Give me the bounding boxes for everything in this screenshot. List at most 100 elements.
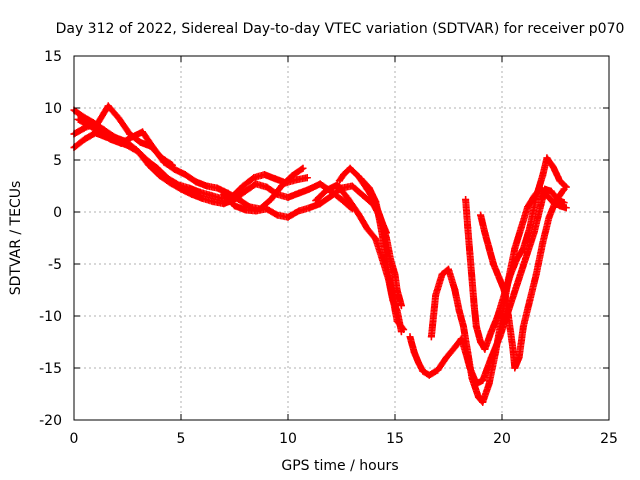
data-point [192, 178, 200, 186]
data-point [515, 354, 523, 362]
data-point [181, 171, 189, 179]
data-point [485, 380, 493, 388]
data-point [524, 203, 532, 211]
data-point [519, 244, 527, 252]
data-point [136, 138, 144, 146]
data-point [492, 348, 500, 356]
data-point [485, 244, 493, 252]
y-tick-label: 0 [53, 205, 62, 221]
data-point [213, 184, 221, 192]
data-point [556, 177, 564, 185]
data-point [346, 164, 354, 172]
data-point [415, 359, 423, 367]
data-point [477, 338, 485, 346]
data-point [348, 182, 356, 190]
y-tick-label: 10 [44, 101, 62, 117]
data-point [126, 130, 134, 138]
data-point [117, 139, 125, 147]
data-point [299, 164, 307, 172]
data-point [481, 229, 489, 237]
y-tick-label: -20 [39, 413, 62, 429]
data-point [147, 142, 155, 150]
y-tick-label: -15 [39, 361, 62, 377]
data-point [263, 183, 271, 191]
data-point [462, 196, 470, 204]
x-tick-label: 15 [386, 431, 404, 447]
data-point [305, 204, 313, 212]
data-point [464, 348, 472, 356]
x-axis-label: GPS time / hours [281, 458, 398, 474]
data-point [400, 326, 408, 334]
data-point [338, 196, 345, 204]
x-tick-label: 0 [70, 431, 79, 447]
data-point [562, 204, 570, 212]
data-point [406, 333, 414, 341]
data-point [500, 286, 508, 294]
data-point [539, 239, 547, 247]
data-point [459, 322, 467, 330]
data-point [385, 268, 393, 276]
data-point [468, 374, 476, 382]
data-point [556, 202, 564, 210]
data-point [104, 102, 112, 110]
data-point [203, 182, 211, 190]
data-point [340, 171, 348, 179]
data-point [479, 376, 487, 384]
data-point [504, 312, 512, 320]
data-point [271, 175, 279, 183]
data-point [537, 203, 545, 211]
data-point [284, 193, 292, 201]
data-point [186, 184, 194, 192]
data-point [389, 294, 397, 302]
data-point [547, 187, 555, 195]
data-point [359, 191, 367, 199]
data-point [335, 177, 343, 185]
data-point [479, 398, 487, 406]
y-tick-label: 5 [53, 153, 62, 169]
data-point [263, 205, 271, 213]
data-point [267, 196, 275, 204]
data-point [241, 206, 249, 214]
chart-title: Day 312 of 2022, Sidereal Day-to-day VTE… [56, 21, 625, 37]
data-point [391, 270, 399, 278]
series-sat-l [477, 185, 568, 372]
data-point [175, 181, 183, 189]
data-point [532, 192, 540, 200]
data-point [545, 213, 553, 221]
data-point [513, 281, 521, 289]
data-point [477, 211, 485, 219]
data-point [507, 270, 515, 278]
data-point [363, 225, 371, 233]
data-point [393, 317, 401, 325]
data-point [526, 296, 534, 304]
data-point [278, 182, 286, 190]
data-point [513, 255, 521, 263]
data-point [560, 185, 568, 193]
data-point [250, 174, 258, 182]
axis-ticks: 0 5 10 15 20 25 -20 -15 -10 -5 0 5 10 15 [39, 49, 618, 447]
data-point [273, 211, 281, 219]
data-point [487, 328, 495, 336]
data-point [474, 393, 482, 401]
data-point [284, 213, 292, 221]
data-point [517, 224, 525, 232]
data-point [295, 207, 303, 215]
data-point [207, 191, 215, 199]
data-point [115, 114, 123, 122]
data-point [464, 224, 472, 232]
data-point [106, 135, 114, 143]
data-point [509, 343, 517, 351]
data-point [260, 171, 268, 179]
y-tick-label: -5 [48, 257, 62, 273]
data-point [241, 187, 249, 195]
grid [74, 56, 609, 420]
data-point [293, 176, 301, 184]
data-point [496, 276, 504, 284]
data-point [372, 235, 380, 243]
data-point [481, 345, 489, 353]
y-tick-label: 15 [44, 49, 62, 65]
data-point [532, 270, 540, 278]
data-point [235, 196, 243, 204]
data-point [522, 255, 530, 263]
